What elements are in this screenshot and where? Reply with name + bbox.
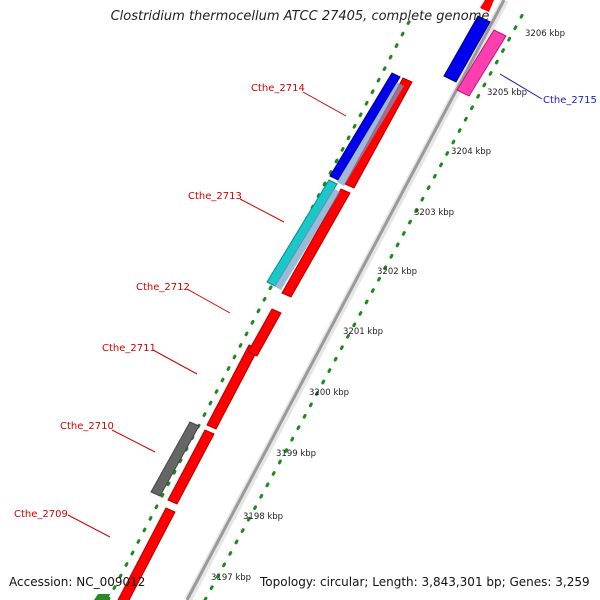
accession-text: Accession: NC_009012 [9,575,146,589]
map-title: Clostridium thermocellum ATCC 27405, com… [110,9,490,24]
cds-blue[interactable] [329,72,401,181]
gene-label-leaders [67,73,543,538]
scale-label: 3198 kbp [243,512,283,522]
scale-label: 3200 kbp [309,388,349,398]
cds-cthe-2713[interactable] [281,188,351,298]
cds-top-partial[interactable] [480,0,494,12]
gene-label-cthe-2709[interactable]: Cthe_2709 [14,509,68,520]
scale-label: 3197 kbp [211,573,251,583]
gene-label-cthe-2710[interactable]: Cthe_2710 [60,421,114,432]
cds-cyan[interactable] [266,179,338,287]
cds-cthe-2709[interactable] [117,507,176,600]
cds-gray[interactable] [150,421,200,497]
scale-label: 3201 kbp [343,327,383,337]
topology-text: Topology: circular; Length: 3,843,301 bp… [260,575,590,589]
gc-track-outer [106,14,414,600]
feature-highlight [274,188,340,290]
gene-label-cthe-2714[interactable]: Cthe_2714 [251,83,305,94]
gene-labels: Cthe_2709 Cthe_2710 Cthe_2711 Cthe_2712 … [14,83,597,520]
cds-cthe-2711[interactable] [206,344,259,430]
gene-label-cthe-2715[interactable]: Cthe_2715 [543,95,597,106]
feature-highlight [337,82,404,186]
gene-label-cthe-2713[interactable]: Cthe_2713 [188,191,242,202]
cds-green-partial[interactable] [94,594,110,600]
scale-label: 3199 kbp [276,449,316,459]
scale-label: 3202 kbp [377,267,417,277]
cds-blue-top[interactable] [443,15,491,83]
cds-cthe-2712[interactable] [247,308,282,357]
scale-labels: 3197 kbp 3198 kbp 3199 kbp 3200 kbp 3201… [211,29,565,583]
cds-track-forward [117,0,494,600]
gene-label-cthe-2711[interactable]: Cthe_2711 [102,343,156,354]
cds-cthe-2715[interactable] [456,29,507,97]
scale-label: 3206 kbp [525,29,565,39]
gene-label-cthe-2712[interactable]: Cthe_2712 [136,282,190,293]
scale-label: 3203 kbp [414,208,454,218]
cds-track-other [94,15,507,600]
cds-cthe-2710[interactable] [167,429,215,505]
genome-backbone [184,0,509,600]
scale-label: 3205 kbp [487,88,527,98]
gc-track-inner [203,8,527,600]
scale-label: 3204 kbp [451,147,491,157]
